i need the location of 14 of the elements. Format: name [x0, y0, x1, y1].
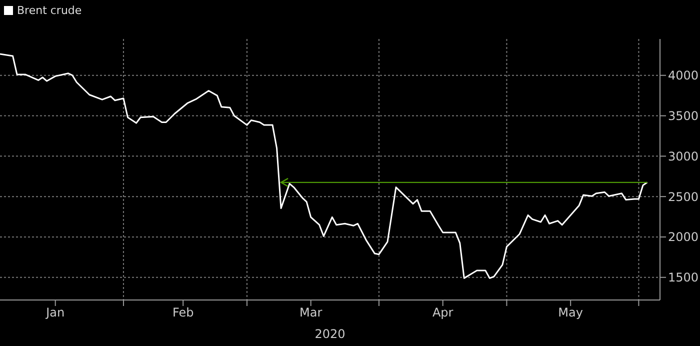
x-axis-title: 2020 — [314, 327, 346, 341]
x-tick-label: Jan — [45, 306, 65, 320]
legend-label: Brent crude — [17, 4, 82, 17]
y-tick-label: 2000 — [668, 230, 699, 244]
y-tick-label: 3500 — [668, 109, 699, 124]
y-tick-label: 2500 — [668, 190, 699, 204]
y-tick-label: 3000 — [668, 149, 699, 164]
x-tick-label: May — [558, 306, 583, 320]
y-tick-label: 1500 — [668, 270, 699, 285]
x-tick-label: Apr — [432, 306, 454, 320]
y-tick-label: 4000 — [668, 68, 699, 83]
x-tick-label: Mar — [300, 306, 322, 320]
x-tick-label: Feb — [172, 306, 194, 320]
line-series — [0, 53, 648, 279]
